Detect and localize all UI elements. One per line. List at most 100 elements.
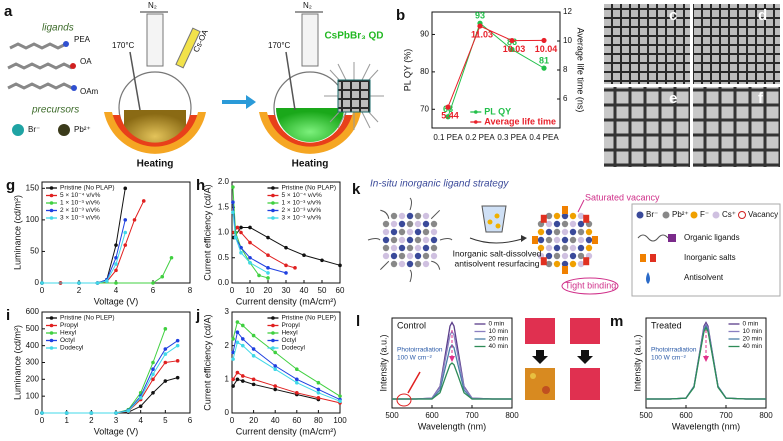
marker: [123, 186, 128, 191]
series-line: [42, 345, 178, 414]
y-tick-label: 2: [225, 341, 230, 350]
marker: [241, 323, 245, 328]
plot-frame: [231, 311, 341, 414]
data-label: 5.44: [441, 110, 459, 120]
annotation: Treated: [651, 320, 682, 330]
x-tick-label: 0: [40, 416, 45, 425]
atom: [414, 220, 422, 228]
x-axis-label: Voltage (V): [94, 296, 139, 306]
atom: [70, 63, 76, 69]
panel-label: f: [758, 90, 764, 107]
marker: [338, 263, 342, 268]
ligands-heading: ligands: [42, 23, 74, 34]
marker: [151, 391, 155, 395]
speckle: [530, 373, 536, 379]
atom: [414, 236, 422, 244]
legend-symbol: [650, 254, 656, 262]
atom: [577, 212, 585, 220]
marker: [241, 374, 245, 378]
atom: [577, 260, 585, 268]
gas-label: N₂: [148, 1, 157, 10]
atom: [406, 244, 414, 252]
annotation: Control: [397, 320, 426, 330]
panel-label: e: [669, 90, 677, 107]
atom: [545, 212, 553, 220]
y-tick-label: 150: [26, 183, 40, 192]
salt: [494, 213, 500, 219]
x-tick-label: 600: [679, 411, 693, 420]
series-line: [42, 232, 126, 284]
legend-label: Pristine (No PLEP): [60, 315, 115, 322]
marker: [132, 218, 137, 222]
marker: [445, 114, 451, 120]
temperature-label: 170°C: [112, 41, 135, 50]
beaker: [481, 205, 507, 233]
x-tick-label: 0: [40, 286, 45, 295]
marker: [163, 360, 168, 365]
micrograph: [604, 4, 690, 84]
callout-ring: [561, 277, 619, 295]
marker: [295, 377, 299, 382]
marker: [239, 250, 243, 255]
marker: [114, 268, 118, 273]
x-tick-label: 100: [333, 416, 347, 425]
y2-tick-label: 12: [563, 7, 572, 16]
marker: [169, 255, 174, 260]
legend-marker: [49, 346, 54, 350]
atom: [422, 212, 430, 220]
heating-label: Heating: [292, 159, 329, 170]
legend-marker: [473, 120, 478, 124]
atom: [414, 212, 422, 220]
marker: [235, 330, 240, 335]
marker: [235, 377, 240, 382]
legend-label: Vacancy: [748, 210, 778, 219]
x-tick-label: 6: [151, 286, 156, 295]
atom: [585, 244, 593, 252]
atom: [406, 252, 414, 260]
marker: [231, 210, 235, 215]
x-tick-label: 8: [188, 286, 193, 295]
highlight-arrow: [407, 371, 421, 394]
atom: [553, 236, 561, 244]
legend-label: F⁻: [700, 210, 709, 219]
marker: [123, 243, 128, 247]
x-tick-label: 2: [77, 286, 82, 295]
film-photo: [570, 368, 600, 400]
marker: [251, 333, 256, 338]
atom: [398, 212, 406, 220]
legend-symbol: [712, 211, 720, 219]
y-axis-label: Current efficiency (cd/A): [202, 314, 212, 410]
marker: [266, 271, 270, 275]
atom: [569, 260, 577, 268]
legend-label: 0 min: [488, 321, 504, 328]
data-label: 10.04: [535, 44, 558, 54]
legend-marker: [271, 331, 275, 335]
legend-box: [631, 203, 781, 297]
legend-symbol: [690, 211, 698, 219]
atom: [398, 244, 406, 252]
legend-label: 2 × 10⁻³ v/v%: [281, 207, 321, 214]
atom: [585, 228, 593, 236]
marker: [248, 225, 252, 230]
x-tick-label: 4: [114, 286, 119, 295]
legend-label: Pb²⁺: [672, 210, 689, 219]
flask-neck: [301, 13, 319, 67]
annotation: Photoirradiation: [397, 347, 443, 354]
legend-marker: [271, 208, 275, 213]
atom: [422, 260, 430, 268]
marker: [239, 245, 243, 250]
marker: [231, 185, 235, 189]
atom: [414, 260, 422, 268]
marker: [151, 360, 155, 365]
atom: [430, 236, 438, 244]
legend-label: Antisolvent: [684, 273, 724, 282]
organic-ligand: [379, 260, 390, 271]
x-tick-label: 0.1 PEA: [433, 133, 463, 142]
legend-marker: [49, 216, 54, 220]
heating-label: Heating: [137, 159, 174, 170]
marker: [231, 384, 235, 388]
inorganic-ligand: [583, 257, 590, 266]
marker: [241, 343, 245, 348]
series-line: [392, 362, 512, 400]
